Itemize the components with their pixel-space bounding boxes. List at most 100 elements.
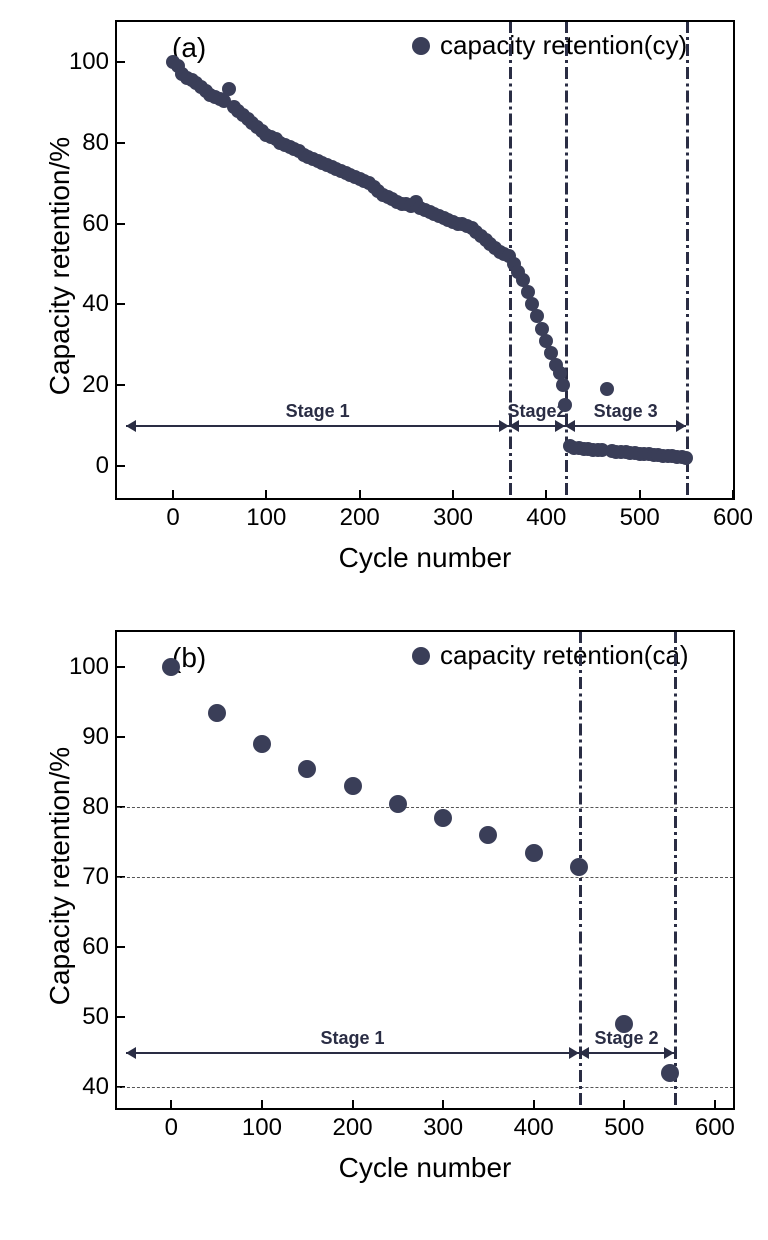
y-tick-label: 50 bbox=[82, 1003, 117, 1031]
x-tick-label: 400 bbox=[514, 1108, 554, 1142]
data-point bbox=[525, 844, 543, 862]
data-point bbox=[389, 795, 407, 813]
x-axis-label-b: Cycle number bbox=[115, 1152, 735, 1184]
x-tick-label: 0 bbox=[165, 1108, 178, 1142]
y-tick-label: 0 bbox=[96, 452, 117, 480]
y-tick-label: 40 bbox=[82, 290, 117, 318]
y-tick-mark bbox=[117, 465, 125, 467]
x-tick-label: 200 bbox=[340, 498, 380, 532]
arrow-left-icon bbox=[126, 420, 136, 432]
data-point bbox=[208, 704, 226, 722]
data-point bbox=[600, 382, 614, 396]
x-tick-mark bbox=[170, 1100, 172, 1108]
data-point bbox=[661, 1064, 679, 1082]
figure-container: Capacity retention/% (a) capacity retent… bbox=[0, 0, 768, 1240]
y-tick-mark bbox=[117, 61, 125, 63]
data-point bbox=[556, 378, 570, 392]
x-tick-mark bbox=[359, 490, 361, 498]
y-tick-label: 100 bbox=[69, 653, 117, 681]
x-tick-label: 100 bbox=[246, 498, 286, 532]
arrow-left-icon bbox=[579, 1047, 589, 1059]
x-tick-label: 300 bbox=[433, 498, 473, 532]
plot-area-a: (a) capacity retention(cy) 0204060801000… bbox=[115, 20, 735, 500]
x-tick-mark bbox=[265, 490, 267, 498]
x-tick-mark bbox=[172, 490, 174, 498]
data-point bbox=[298, 760, 316, 778]
x-tick-mark bbox=[732, 490, 734, 498]
stage-arrow-line bbox=[126, 425, 509, 427]
y-tick-label: 20 bbox=[82, 371, 117, 399]
vertical-stage-line bbox=[686, 22, 689, 498]
y-tick-mark bbox=[117, 1016, 125, 1018]
x-tick-label: 100 bbox=[242, 1108, 282, 1142]
y-tick-mark bbox=[117, 384, 125, 386]
x-tick-label: 600 bbox=[713, 498, 753, 532]
x-tick-mark bbox=[545, 490, 547, 498]
y-tick-label: 60 bbox=[82, 210, 117, 238]
legend-a: capacity retention(cy) bbox=[412, 30, 687, 61]
data-point bbox=[479, 826, 497, 844]
y-tick-mark bbox=[117, 223, 125, 225]
horizontal-guide-line bbox=[117, 1087, 733, 1088]
legend-text-a: capacity retention(cy) bbox=[440, 30, 687, 61]
stage-label: Stage 1 bbox=[321, 1028, 385, 1049]
legend-marker-icon bbox=[412, 37, 430, 55]
arrow-right-icon bbox=[664, 1047, 674, 1059]
y-tick-mark bbox=[117, 736, 125, 738]
legend-text-b: capacity retention(ca) bbox=[440, 640, 689, 671]
data-point bbox=[162, 658, 180, 676]
legend-marker-icon bbox=[412, 647, 430, 665]
data-point bbox=[222, 82, 236, 96]
y-tick-label: 60 bbox=[82, 933, 117, 961]
y-tick-label: 70 bbox=[82, 863, 117, 891]
arrow-right-icon bbox=[569, 1047, 579, 1059]
x-tick-mark bbox=[352, 1100, 354, 1108]
x-tick-mark bbox=[533, 1100, 535, 1108]
x-tick-mark bbox=[442, 1100, 444, 1108]
horizontal-guide-line bbox=[117, 877, 733, 878]
stage-arrow-line bbox=[126, 1052, 579, 1054]
data-point bbox=[615, 1015, 633, 1033]
arrow-right-icon bbox=[676, 420, 686, 432]
y-tick-mark bbox=[117, 666, 125, 668]
x-tick-label: 300 bbox=[423, 1108, 463, 1142]
y-tick-mark bbox=[117, 946, 125, 948]
data-point bbox=[253, 735, 271, 753]
vertical-stage-line bbox=[674, 632, 677, 1108]
y-tick-label: 40 bbox=[82, 1073, 117, 1101]
data-point bbox=[344, 777, 362, 795]
stage-arrow-line bbox=[579, 1052, 674, 1054]
y-axis-label-a: Capacity retention/% bbox=[44, 116, 76, 416]
chart-a: Capacity retention/% (a) capacity retent… bbox=[20, 10, 748, 600]
x-tick-label: 500 bbox=[620, 498, 660, 532]
y-tick-label: 100 bbox=[69, 48, 117, 76]
arrow-left-icon bbox=[565, 420, 575, 432]
horizontal-guide-line bbox=[117, 807, 733, 808]
x-axis-label-a: Cycle number bbox=[115, 542, 735, 574]
x-tick-label: 0 bbox=[166, 498, 179, 532]
y-tick-label: 80 bbox=[82, 129, 117, 157]
x-tick-label: 400 bbox=[526, 498, 566, 532]
data-point bbox=[679, 451, 693, 465]
y-tick-label: 80 bbox=[82, 793, 117, 821]
x-tick-label: 200 bbox=[332, 1108, 372, 1142]
data-point bbox=[434, 809, 452, 827]
y-tick-mark bbox=[117, 303, 125, 305]
y-tick-label: 90 bbox=[82, 723, 117, 751]
y-tick-mark bbox=[117, 142, 125, 144]
x-tick-mark bbox=[639, 490, 641, 498]
stage-label: Stage 1 bbox=[286, 401, 350, 422]
x-tick-label: 600 bbox=[695, 1108, 735, 1142]
stage-arrow-line bbox=[565, 425, 686, 427]
y-axis-label-b: Capacity retention/% bbox=[44, 726, 76, 1026]
x-tick-mark bbox=[623, 1100, 625, 1108]
x-tick-mark bbox=[452, 490, 454, 498]
x-tick-mark bbox=[714, 1100, 716, 1108]
data-point bbox=[558, 398, 572, 412]
plot-area-b: (b) capacity retention(ca) 4050607080901… bbox=[115, 630, 735, 1110]
arrow-left-icon bbox=[126, 1047, 136, 1059]
chart-b: Capacity retention/% (b) capacity retent… bbox=[20, 620, 748, 1210]
legend-b: capacity retention(ca) bbox=[412, 640, 689, 671]
x-tick-label: 500 bbox=[604, 1108, 644, 1142]
stage-label: Stage 3 bbox=[594, 401, 658, 422]
